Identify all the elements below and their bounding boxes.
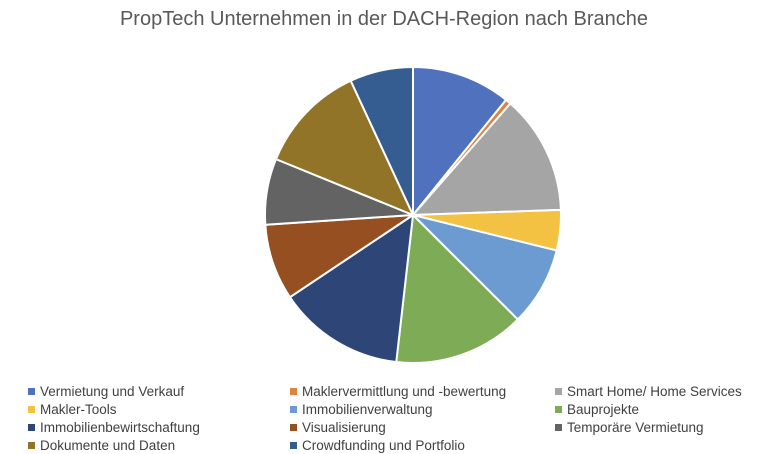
pie-slice-3	[410, 102, 562, 217]
legend-marker	[555, 406, 562, 413]
legend-marker	[28, 388, 35, 395]
legend-item: Dokumente und Daten	[28, 437, 290, 454]
legend-label: Dokumente und Daten	[40, 438, 176, 453]
legend-label: Immobilienbewirtschaftung	[40, 420, 200, 435]
legend-item: Visualisierung	[290, 419, 555, 436]
pie-slice-11	[349, 65, 414, 216]
legend-marker	[555, 424, 562, 431]
legend-label: Vermietung und Verkauf	[40, 384, 185, 399]
legend-item: Bauprojekte	[555, 401, 768, 418]
legend-label: Maklervermittlung und -bewertung	[302, 384, 507, 399]
legend-label: Immobilienverwaltung	[302, 402, 433, 417]
legend-marker	[28, 424, 35, 431]
legend-label: Temporäre Vermietung	[567, 420, 704, 435]
legend-label: Bauprojekte	[567, 402, 640, 417]
legend-marker	[28, 442, 35, 449]
legend-item: Makler-Tools	[28, 401, 290, 418]
legend-marker	[28, 406, 35, 413]
chart-title: PropTech Unternehmen in der DACH-Region …	[119, 8, 649, 30]
legend-marker	[290, 442, 297, 449]
legend: Vermietung und Verkauf Maklervermittlung …	[28, 383, 768, 454]
legend-marker	[290, 406, 297, 413]
pie-slice-1	[412, 65, 508, 218]
legend-marker	[290, 388, 297, 395]
legend-item: Vermietung und Verkauf	[28, 383, 290, 400]
pie-slice-7	[288, 212, 415, 364]
legend-item: Crowdfunding und Portfolio	[290, 437, 555, 454]
legend-item: Immobilienbewirtschaftung	[28, 419, 290, 436]
legend-item: Smart Home/ Home Services	[555, 383, 768, 400]
legend-label: Makler-Tools	[40, 402, 117, 417]
pie-chart	[264, 65, 562, 364]
legend-item: Immobilienverwaltung	[290, 401, 555, 418]
legend-label: Visualisierung	[302, 420, 386, 435]
legend-marker	[555, 388, 562, 395]
legend-label: Crowdfunding und Portfolio	[302, 438, 465, 453]
pie-slice-6	[395, 212, 520, 364]
legend-item: Temporäre Vermietung	[555, 419, 768, 436]
legend-label: Smart Home/ Home Services	[567, 384, 742, 399]
legend-marker	[290, 424, 297, 431]
legend-item: Maklervermittlung und -bewertung	[290, 383, 555, 400]
pie-slice-10	[274, 79, 415, 217]
